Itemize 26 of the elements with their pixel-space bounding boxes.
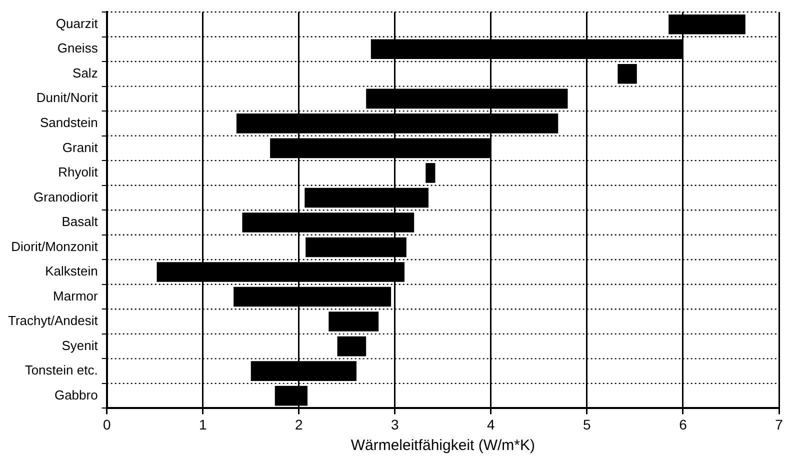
bar	[337, 336, 366, 356]
y-tick-label: Dunit/Norit	[36, 90, 98, 106]
y-tick-label: Gneiss	[57, 40, 98, 56]
y-tick-label: Trachyt/Andesit	[8, 313, 98, 328]
y-tick-label: Diorit/Monzonit	[11, 238, 98, 254]
x-tick-label: 7	[775, 416, 784, 432]
y-tick-label: Marmor	[53, 288, 98, 304]
x-tick-label: 1	[198, 416, 207, 432]
y-tick-label: Syenit	[62, 338, 98, 353]
x-tick-label: 5	[583, 416, 592, 432]
x-tick-label: 2	[294, 416, 303, 432]
x-tick-label: 3	[391, 416, 400, 432]
y-tick-label: Basalt	[62, 214, 98, 230]
y-tick-label: Gabbro	[54, 387, 98, 402]
y-tick-label: Granit	[62, 140, 98, 155]
x-axis-title: Wärmeleitfähigkeit (W/m*K)	[350, 437, 536, 454]
x-tick-label: 6	[679, 416, 688, 432]
y-tick-label: Rhyolit	[58, 164, 98, 180]
y-tick-label: Quarzit	[56, 16, 98, 31]
y-tick-label: Salz	[72, 65, 98, 80]
y-tick-label: Kalkstein	[45, 264, 98, 279]
y-tick-label: Tonstein etc.	[24, 362, 98, 378]
y-tick-label: Sandstein	[40, 115, 98, 130]
x-tick-label: 0	[102, 416, 111, 432]
x-tick-label: 4	[487, 416, 496, 432]
y-tick-label: Granodiorit	[34, 189, 98, 204]
